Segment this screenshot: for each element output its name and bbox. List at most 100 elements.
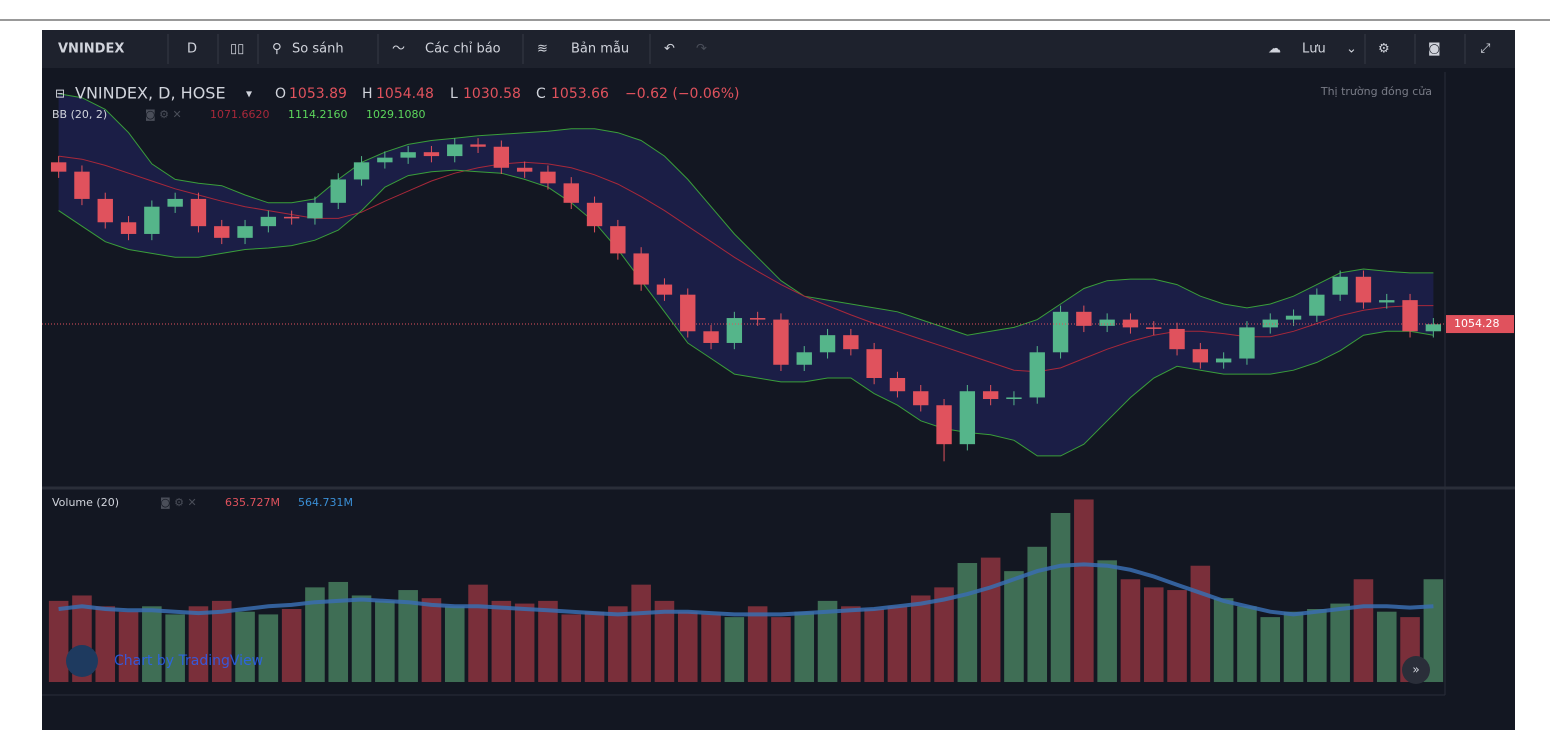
undo[interactable]: ↶ bbox=[664, 42, 675, 57]
volume-bar bbox=[910, 595, 931, 683]
title-menu[interactable]: ▾ bbox=[246, 87, 252, 101]
candle-body bbox=[1402, 300, 1418, 332]
candle-body bbox=[540, 171, 556, 184]
volume-bar bbox=[444, 606, 465, 683]
watermark[interactable]: Chart by TradingView bbox=[114, 653, 263, 669]
candle-body bbox=[516, 167, 533, 172]
save-icon[interactable]: ☁ bbox=[1268, 42, 1281, 57]
candle-body bbox=[936, 405, 952, 445]
volume-bar bbox=[398, 590, 418, 683]
candle-body bbox=[1029, 352, 1045, 398]
volume-bar bbox=[421, 598, 442, 683]
save[interactable]: Lưu bbox=[1302, 42, 1326, 57]
collapse-icon[interactable]: ⊟ bbox=[55, 87, 65, 101]
ohlc-label: L bbox=[450, 86, 458, 102]
series-title: VNINDEX, D, HOSE bbox=[75, 84, 226, 103]
candle-body bbox=[214, 226, 230, 238]
volume-bar bbox=[1237, 606, 1257, 683]
volume-bar bbox=[468, 584, 488, 683]
candle-body bbox=[493, 146, 510, 168]
volume-value: 635.727M bbox=[225, 496, 280, 509]
candle-body bbox=[353, 162, 370, 180]
candle-body bbox=[889, 377, 906, 392]
redo[interactable]: ↷ bbox=[696, 42, 708, 57]
volume-bar bbox=[817, 600, 838, 683]
templates-icon[interactable]: ≋ bbox=[537, 42, 548, 57]
candle-body bbox=[144, 206, 160, 234]
candle-body bbox=[796, 352, 812, 365]
templates[interactable]: Bản mẫu bbox=[571, 42, 629, 57]
candle-body bbox=[190, 198, 207, 227]
volume-bar bbox=[211, 600, 232, 683]
volume-bar bbox=[142, 606, 162, 683]
indicators-icon[interactable]: 〜 bbox=[392, 42, 405, 57]
volume-ma-value: 564.731M bbox=[298, 496, 353, 509]
scroll-icon[interactable]: » bbox=[1412, 663, 1419, 677]
ohlc-value: 1054.48 bbox=[376, 86, 434, 102]
volume-bar bbox=[1167, 590, 1187, 683]
ohlc-label: H bbox=[362, 86, 373, 102]
compare[interactable]: So sánh bbox=[292, 42, 344, 57]
candle-body bbox=[74, 171, 90, 199]
candle-body bbox=[1285, 315, 1302, 320]
volume-bar bbox=[1120, 579, 1141, 683]
candle-body bbox=[1052, 311, 1069, 353]
toolbar-separators bbox=[167, 34, 1466, 64]
indicator-title: BB (20, 2) bbox=[52, 108, 107, 121]
last-price-label: 1054.28 bbox=[1454, 317, 1500, 330]
candle-body bbox=[260, 216, 277, 227]
volume-bar bbox=[1307, 608, 1327, 683]
compare-icon[interactable]: ⚲ bbox=[272, 42, 282, 57]
candle-body bbox=[377, 157, 393, 163]
volume-bar bbox=[95, 606, 116, 683]
ohlc-label: O bbox=[275, 86, 286, 102]
candle-body bbox=[913, 391, 929, 406]
candle-body bbox=[1355, 276, 1372, 303]
candle-body bbox=[610, 226, 626, 254]
volume-bar bbox=[701, 614, 721, 683]
save-menu[interactable]: ⌄ bbox=[1346, 42, 1357, 57]
snapshot[interactable]: ◙ bbox=[1428, 42, 1441, 57]
volume-bar bbox=[188, 606, 209, 683]
volume-bar bbox=[538, 600, 558, 683]
volume-bar bbox=[584, 611, 605, 683]
scroll-button[interactable] bbox=[1402, 656, 1430, 684]
volume-title: Volume (20) bbox=[52, 496, 119, 509]
volume-bar bbox=[957, 563, 978, 683]
symbol[interactable]: VNINDEX bbox=[58, 42, 124, 57]
indicators[interactable]: Các chỉ báo bbox=[425, 42, 501, 57]
candle-body bbox=[633, 253, 649, 285]
candle-body bbox=[656, 284, 673, 295]
candle-body bbox=[330, 179, 346, 203]
volume-controls[interactable]: ◙ ⚙ ✕ bbox=[160, 496, 197, 509]
fullscreen[interactable]: ⤢ bbox=[1480, 42, 1490, 57]
market-status: Thị trường đóng cửa bbox=[1320, 85, 1432, 98]
candle-body bbox=[1332, 276, 1348, 295]
volume-bar bbox=[375, 600, 395, 683]
volume-bar bbox=[980, 557, 1001, 683]
candle-body bbox=[120, 222, 137, 234]
interval[interactable]: D bbox=[187, 42, 197, 57]
volume-bar bbox=[771, 617, 791, 683]
volume-bar bbox=[677, 611, 698, 683]
volume-bar bbox=[235, 611, 255, 683]
indicator-controls[interactable]: ◙ ⚙ ✕ bbox=[145, 108, 182, 121]
volume-bar bbox=[724, 617, 745, 683]
volume-bar bbox=[794, 611, 815, 683]
volume-bar bbox=[1213, 598, 1234, 683]
volume-bar bbox=[864, 608, 884, 683]
candle-body bbox=[726, 318, 743, 343]
volume-bar bbox=[514, 603, 535, 683]
volume-bar bbox=[258, 614, 279, 683]
candle-body bbox=[680, 294, 696, 332]
candle-body bbox=[423, 152, 440, 157]
settings[interactable]: ⚙ bbox=[1378, 42, 1390, 57]
volume-bar bbox=[1050, 512, 1071, 683]
candle-body bbox=[819, 335, 836, 353]
candle-body bbox=[97, 198, 113, 223]
candle-icon[interactable]: ▯▯ bbox=[230, 42, 244, 57]
candle-body bbox=[959, 391, 976, 445]
volume-bar bbox=[841, 606, 861, 683]
